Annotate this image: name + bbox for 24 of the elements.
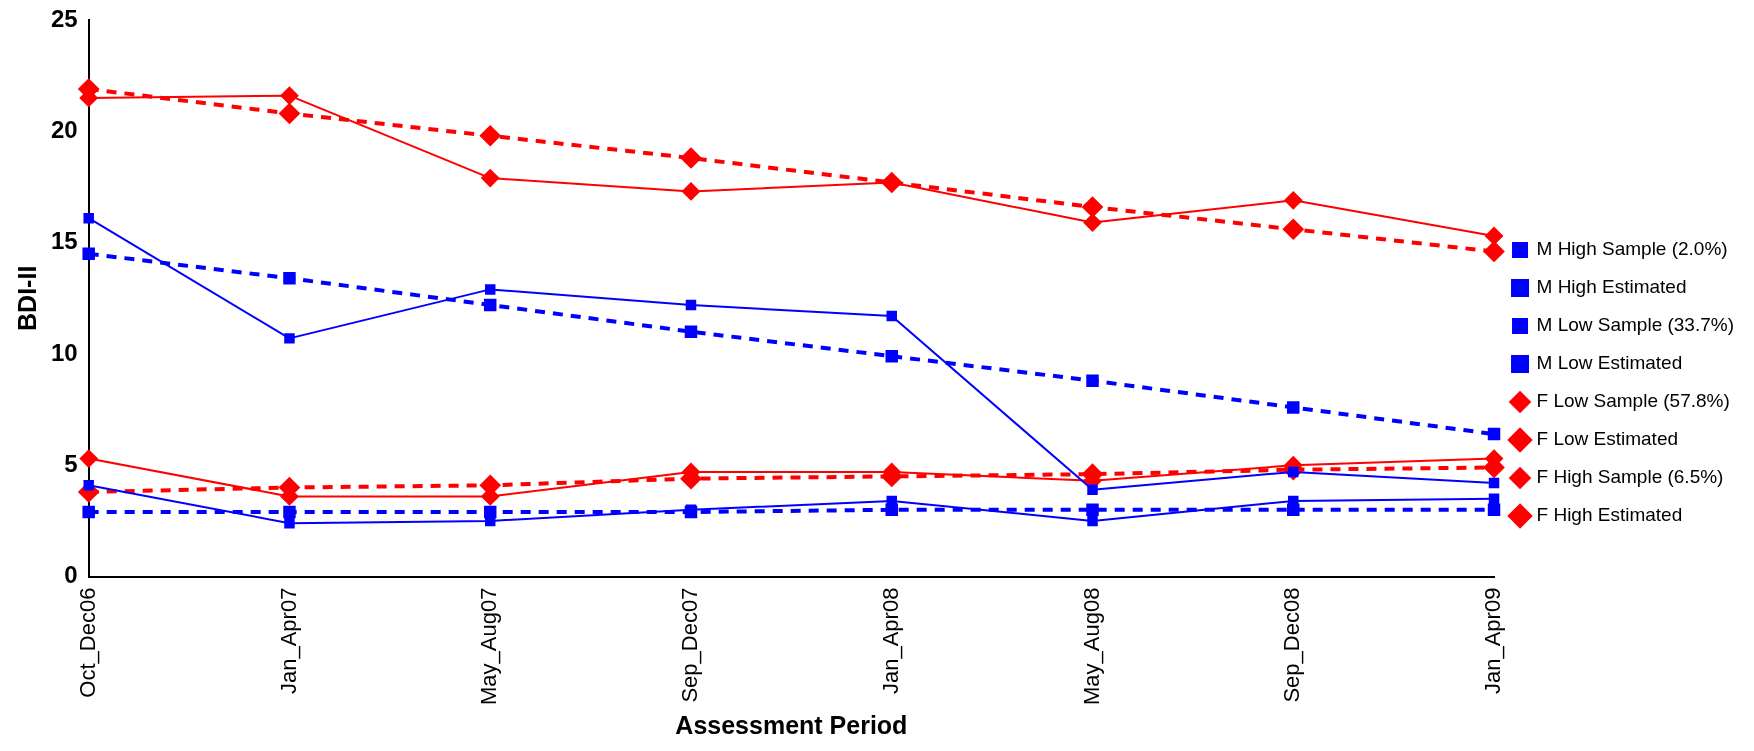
legend-label: F High Estimated <box>1536 504 1683 526</box>
y-axis-title: BDI-II <box>12 265 41 331</box>
x-tick-label: Oct_Dec06 <box>74 587 100 698</box>
y-tick-label: 25 <box>50 4 78 32</box>
x-tick-label: Sep_Dec08 <box>1279 587 1305 703</box>
legend-label: M High Sample (2.0%) <box>1536 238 1728 260</box>
x-tick-label: Jan_Apr07 <box>275 587 301 695</box>
y-tick-label: 15 <box>50 227 78 255</box>
legend-label: M Low Sample (33.7%) <box>1536 314 1734 336</box>
y-tick-label: 20 <box>50 115 78 143</box>
legend-label: F Low Estimated <box>1536 428 1679 450</box>
x-tick-label: Jan_Apr08 <box>877 587 903 695</box>
legend-label: M Low Estimated <box>1536 352 1683 374</box>
legend-label: F Low Sample (57.8%) <box>1536 390 1730 412</box>
x-tick-label: May_Aug08 <box>1078 587 1104 706</box>
legend-label: M High Estimated <box>1536 276 1687 298</box>
x-tick-label: Jan_Apr09 <box>1480 587 1506 695</box>
y-tick-label: 0 <box>64 561 78 589</box>
y-tick-label: 5 <box>64 449 78 477</box>
x-tick-label: May_Aug07 <box>476 587 502 706</box>
legend-label: F High Sample (6.5%) <box>1536 466 1724 488</box>
x-tick-label: Sep_Dec07 <box>677 587 703 703</box>
y-tick-label: 10 <box>50 338 78 366</box>
x-axis-title: Assessment Period <box>675 710 908 739</box>
